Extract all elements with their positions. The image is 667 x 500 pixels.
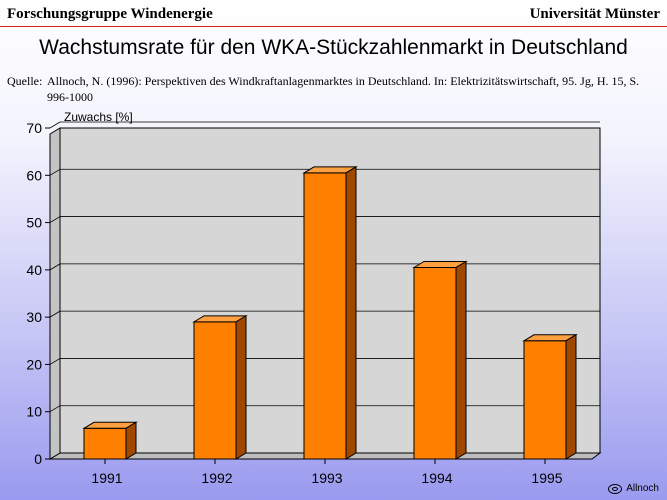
plot-side-wall: [49, 127, 61, 460]
y-tick-label: 50: [26, 215, 42, 231]
bar-side: [455, 260, 467, 460]
x-tick-label: 1991: [91, 470, 122, 486]
gridline-depth: [49, 358, 61, 365]
x-tick-label: 1993: [311, 470, 342, 486]
gridline-depth: [49, 121, 61, 129]
header-left-title: Forschungsgruppe Windenergie: [7, 6, 213, 22]
gridline-depth: [49, 216, 61, 223]
copyright-text: Allnoch: [626, 483, 659, 494]
bar: [413, 266, 457, 460]
x-tick-label: 1992: [201, 470, 232, 486]
gridline-depth: [49, 168, 61, 176]
bar: [523, 340, 567, 460]
bar-side: [345, 166, 357, 460]
bar: [303, 172, 347, 460]
copyright-icon: [608, 483, 623, 494]
bar-side: [565, 333, 577, 460]
bar: [83, 427, 127, 460]
bar-side: [235, 314, 247, 460]
x-tick-label: 1994: [421, 470, 452, 486]
source-label: Quelle:: [7, 74, 43, 88]
y-tick-label: 10: [26, 404, 42, 420]
y-axis-label: Zuwachs [%]: [64, 110, 133, 124]
source-text: Allnoch, N. (1996): Perspektiven des Win…: [47, 74, 640, 104]
header-right-title: Universität Münster: [529, 6, 660, 22]
bar-side: [125, 421, 137, 460]
gridline-depth: [49, 310, 61, 318]
copyright-notice: Allnoch: [608, 483, 659, 494]
bar: [193, 321, 237, 460]
y-tick-label: 20: [26, 356, 42, 372]
gridline-depth: [49, 405, 61, 413]
y-tick-label: 70: [26, 120, 42, 136]
y-tick-label: 30: [26, 309, 42, 325]
y-tick-label: 60: [26, 167, 42, 183]
chart-title: Wachstumsrate für den WKA-Stückzahlenmar…: [39, 36, 628, 59]
y-tick-label: 0: [34, 451, 42, 467]
gridline-depth: [49, 263, 61, 271]
y-tick-label: 40: [26, 262, 42, 278]
x-tick-label: 1995: [531, 470, 562, 486]
header-divider: [0, 26, 667, 27]
